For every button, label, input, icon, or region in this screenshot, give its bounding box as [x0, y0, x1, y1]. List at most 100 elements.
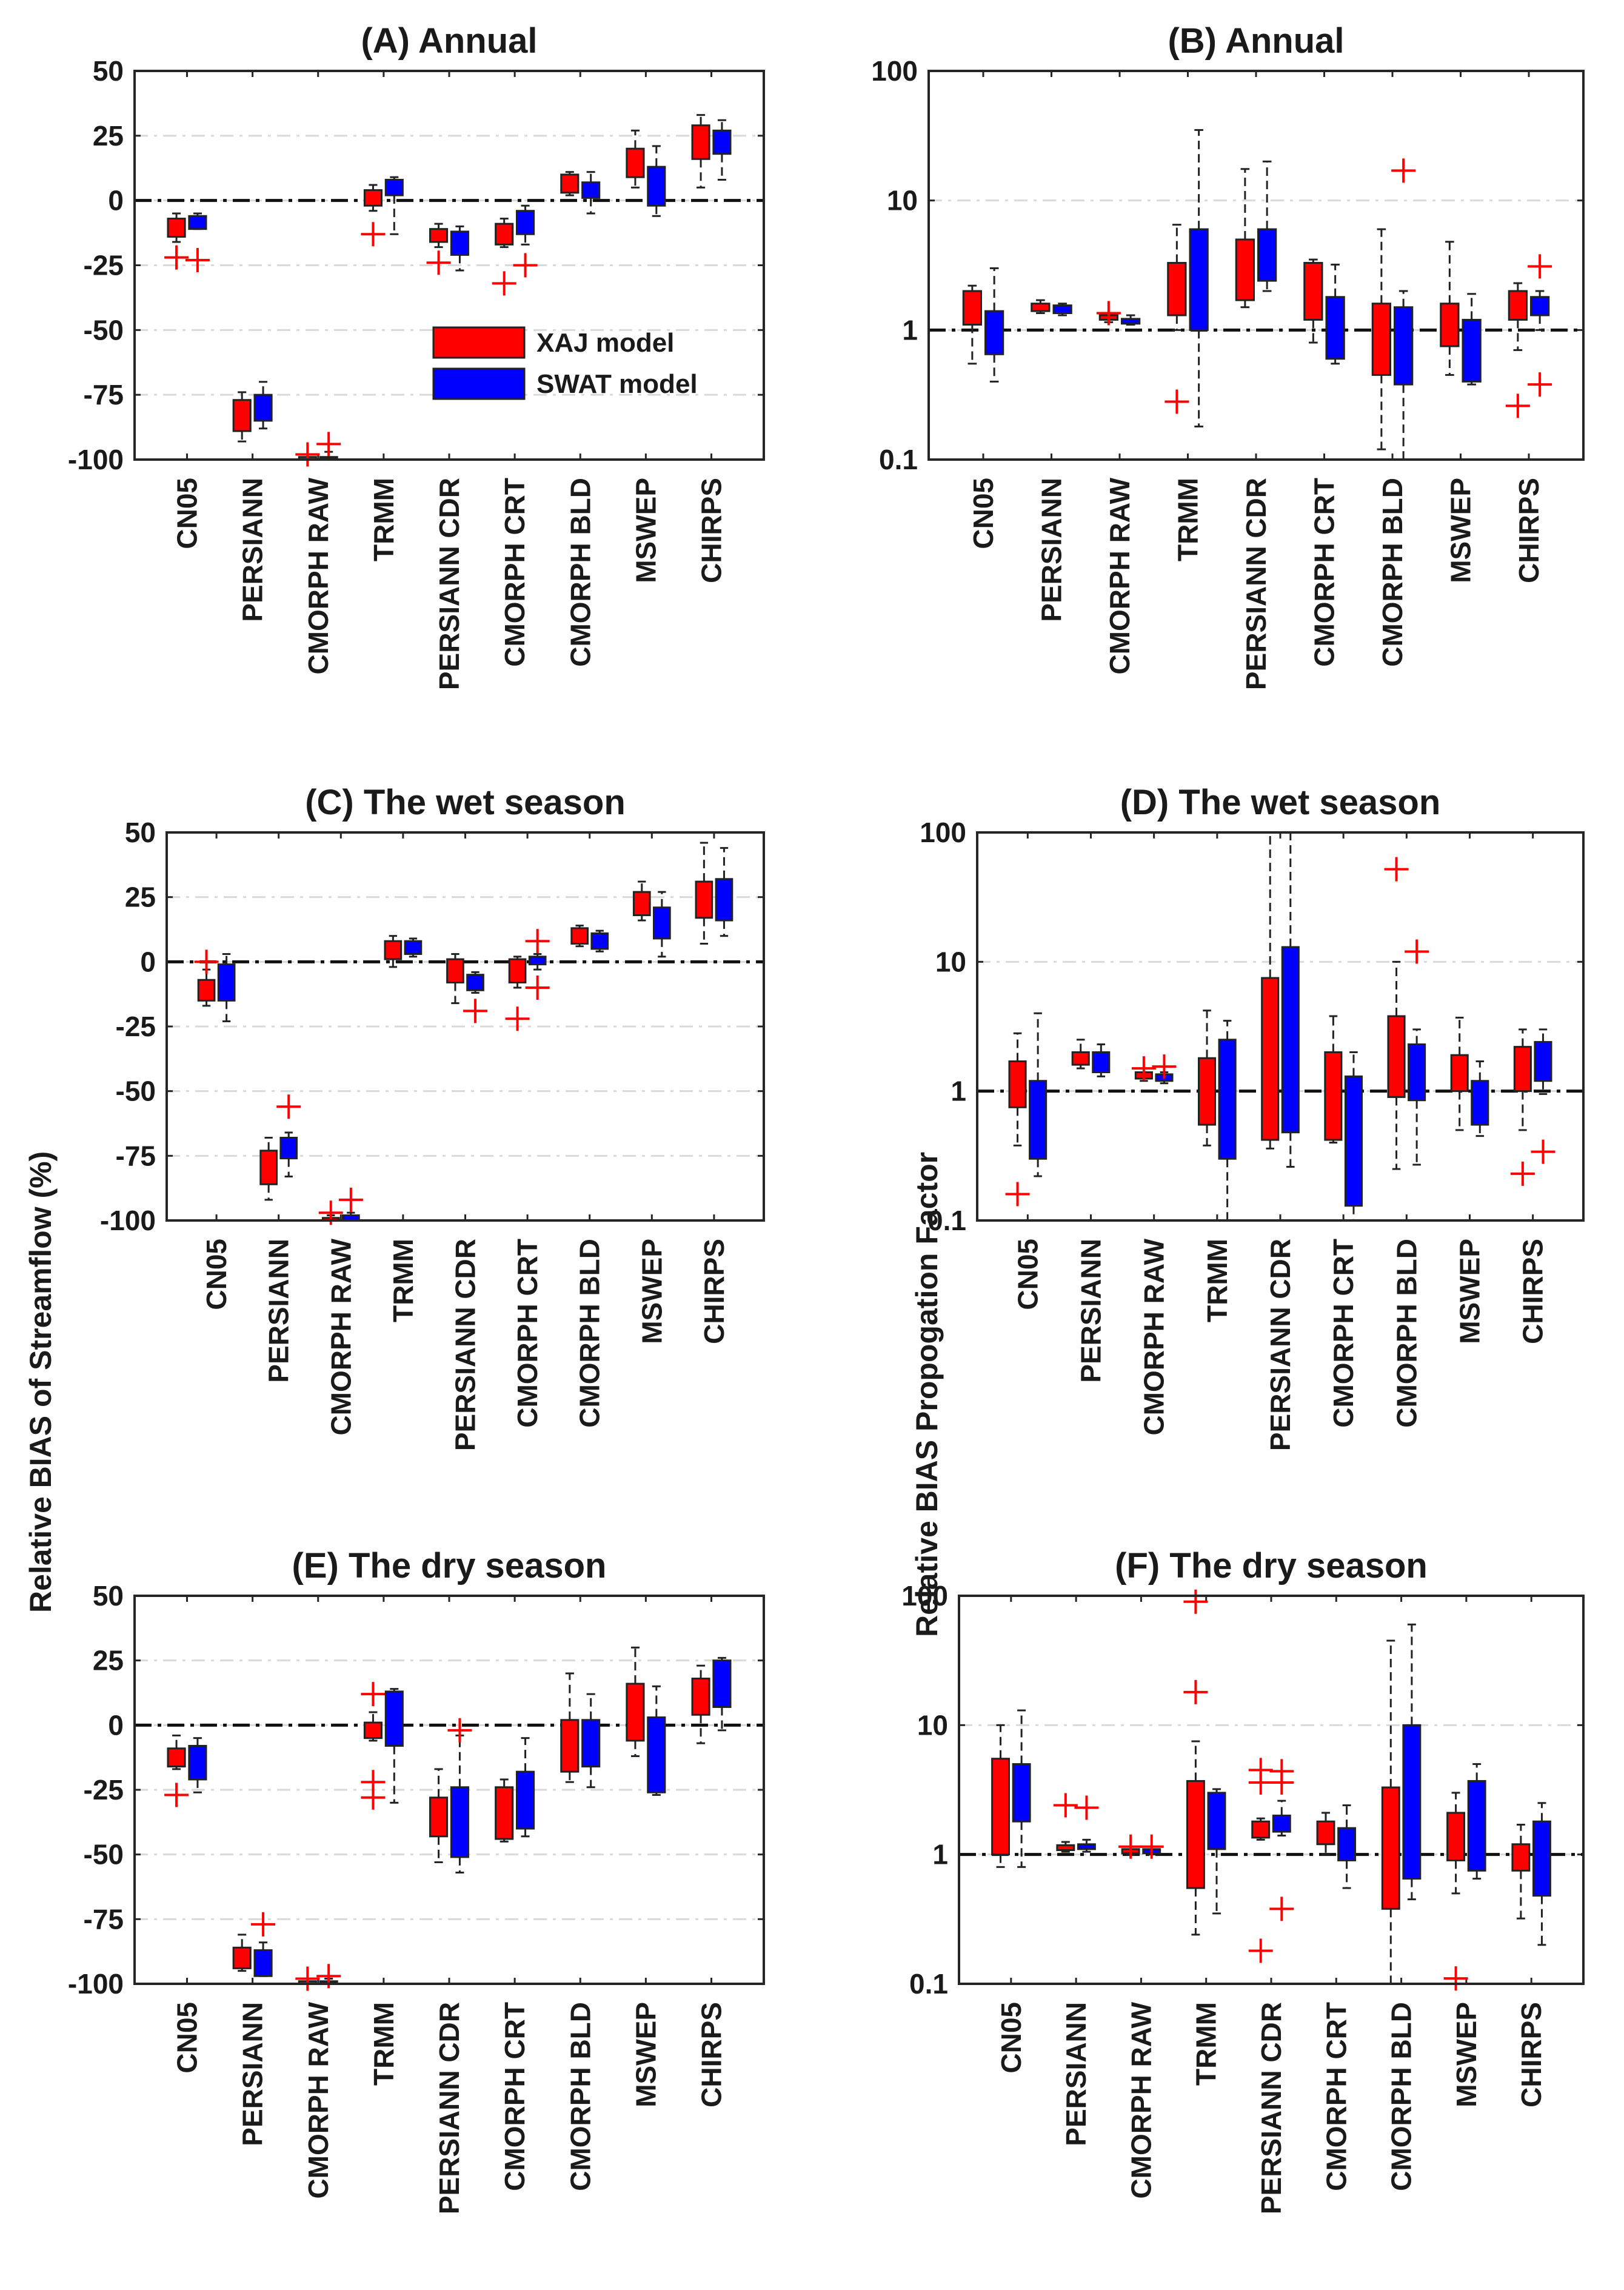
panel-title: (C) The wet season [305, 783, 626, 822]
box-xaj [626, 1682, 645, 1742]
box-swat [188, 215, 207, 230]
box-swat [279, 1136, 298, 1160]
box-swat [1257, 228, 1277, 282]
box-xaj [259, 1150, 278, 1185]
box-xaj [1071, 1051, 1090, 1066]
outlier-marker [525, 976, 550, 1000]
box-swat [1471, 1080, 1489, 1126]
outlier-marker [1405, 939, 1429, 964]
x-tick-label: CN05 [1012, 1239, 1043, 1310]
box-xaj [570, 927, 589, 945]
y-tick-label: 1 [932, 1839, 948, 1870]
box-swat [984, 310, 1004, 355]
x-tick-label: PERSIANN CDR [450, 1239, 481, 1451]
box-swat [647, 1716, 666, 1793]
panel-F: (F) The dry season 0.1 1 10 100 CN05 PERSIANN C… [901, 1546, 1585, 2214]
x-tick-label: MSWEP [630, 2002, 661, 2108]
box-swat [188, 1744, 207, 1781]
box-xaj [1008, 1060, 1027, 1108]
outlier-marker [276, 1094, 301, 1119]
x-tick-label: TRMM [368, 2002, 399, 2086]
box-swat [590, 932, 609, 950]
x-tick-label: CHIRPS [696, 2002, 727, 2108]
box-swat [1467, 1779, 1486, 1872]
box-swat [1462, 318, 1482, 383]
y-tick-label: 25 [93, 120, 124, 152]
box-swat [1281, 946, 1300, 1134]
box-xaj [495, 223, 514, 246]
box-swat [1029, 1080, 1048, 1160]
x-tick-label: CMORPH BLD [564, 2002, 596, 2191]
x-tick-label: CN05 [995, 2002, 1027, 2074]
box-xaj [384, 940, 403, 960]
x-tick-label: CMORPH CRT [1320, 2002, 1352, 2191]
y-tick-label: 100 [871, 55, 918, 87]
x-tick-label: CMORPH RAW [1138, 1238, 1170, 1435]
x-tick-label: PERSIANN [1075, 1239, 1107, 1383]
x-tick-label: MSWEP [1445, 478, 1477, 583]
box-swat [384, 178, 404, 196]
x-tick-label: CMORPH RAW [302, 477, 334, 674]
outlier-marker [1528, 254, 1552, 279]
y-tick-label: 1 [902, 314, 918, 346]
box-xaj [1251, 1820, 1271, 1839]
x-tick-label: PERSIANN CDR [1265, 1239, 1296, 1451]
panel-C: (C) The wet season -100 -75 -50 -25 0 25 50 CN05… [100, 783, 765, 1451]
outlier-marker [1528, 372, 1552, 397]
outlier-marker [1269, 1770, 1294, 1795]
box-swat [253, 393, 273, 422]
x-tick-label: CN05 [172, 478, 203, 549]
y-tick-label: 50 [93, 55, 124, 87]
box-swat [528, 956, 547, 966]
box-swat [1218, 1039, 1237, 1160]
outlier-marker [1152, 1054, 1177, 1079]
box-swat [1530, 296, 1550, 316]
box-xaj [167, 218, 186, 238]
box-swat [1532, 1820, 1551, 1897]
legend-swatch-xaj [432, 326, 526, 359]
box-xaj [632, 891, 651, 917]
outlier-marker [1096, 301, 1121, 326]
box-swat [1272, 1814, 1291, 1833]
x-tick-label: CN05 [967, 478, 999, 549]
y-tick-label: 50 [93, 1580, 124, 1612]
y-tick-label: -50 [84, 314, 124, 346]
x-tick-label: CHIRPS [696, 478, 727, 583]
panel-A: (A) Annual -100 -75 -50 -25 0 25 50 CN05 PERSIANN… [68, 21, 765, 690]
box-xaj [1508, 290, 1528, 321]
outlier-marker [361, 222, 386, 247]
box-xaj [1167, 262, 1187, 316]
outlier-marker [164, 1783, 189, 1807]
outlier-marker [1005, 1182, 1030, 1207]
box-xaj [363, 189, 383, 207]
x-tick-label: PERSIANN [1060, 2002, 1092, 2146]
box-xaj [232, 399, 252, 432]
outlier-marker [492, 271, 516, 296]
outlier-marker [1165, 389, 1189, 414]
outlier-marker [505, 1006, 530, 1031]
outlier-marker [1443, 1966, 1468, 1991]
outlier-marker [1384, 857, 1409, 882]
x-tick-label: CMORPH CRT [1309, 478, 1340, 667]
x-tick-label: CMORPH CRT [1328, 1239, 1359, 1428]
box-xaj [1031, 303, 1051, 312]
x-tick-label: PERSIANN [1036, 478, 1068, 622]
outlier-marker [426, 250, 451, 275]
x-tick-label: CMORPH CRT [499, 2002, 530, 2191]
x-tick-label: CMORPH RAW [302, 2001, 334, 2198]
x-tick-label: TRMM [1201, 1239, 1233, 1322]
box-xaj [560, 173, 580, 194]
box-xaj [560, 1719, 580, 1773]
x-tick-label: MSWEP [1454, 1239, 1486, 1344]
panel-title: (F) The dry season [1115, 1546, 1428, 1585]
outlier-marker [513, 253, 538, 278]
x-tick-label: PERSIANN [263, 1239, 295, 1383]
y-tick-label: 10 [887, 185, 918, 216]
bias-y-axis-label: Relative BIAS of Streamflow (%) [24, 1151, 58, 1613]
x-tick-label: CMORPH CRT [512, 1239, 543, 1428]
outlier-marker [1531, 1139, 1555, 1164]
y-tick-label: -25 [116, 1011, 156, 1042]
x-tick-label: PERSIANN [237, 2002, 269, 2146]
box-xaj [1316, 1820, 1335, 1846]
box-swat [404, 940, 423, 956]
